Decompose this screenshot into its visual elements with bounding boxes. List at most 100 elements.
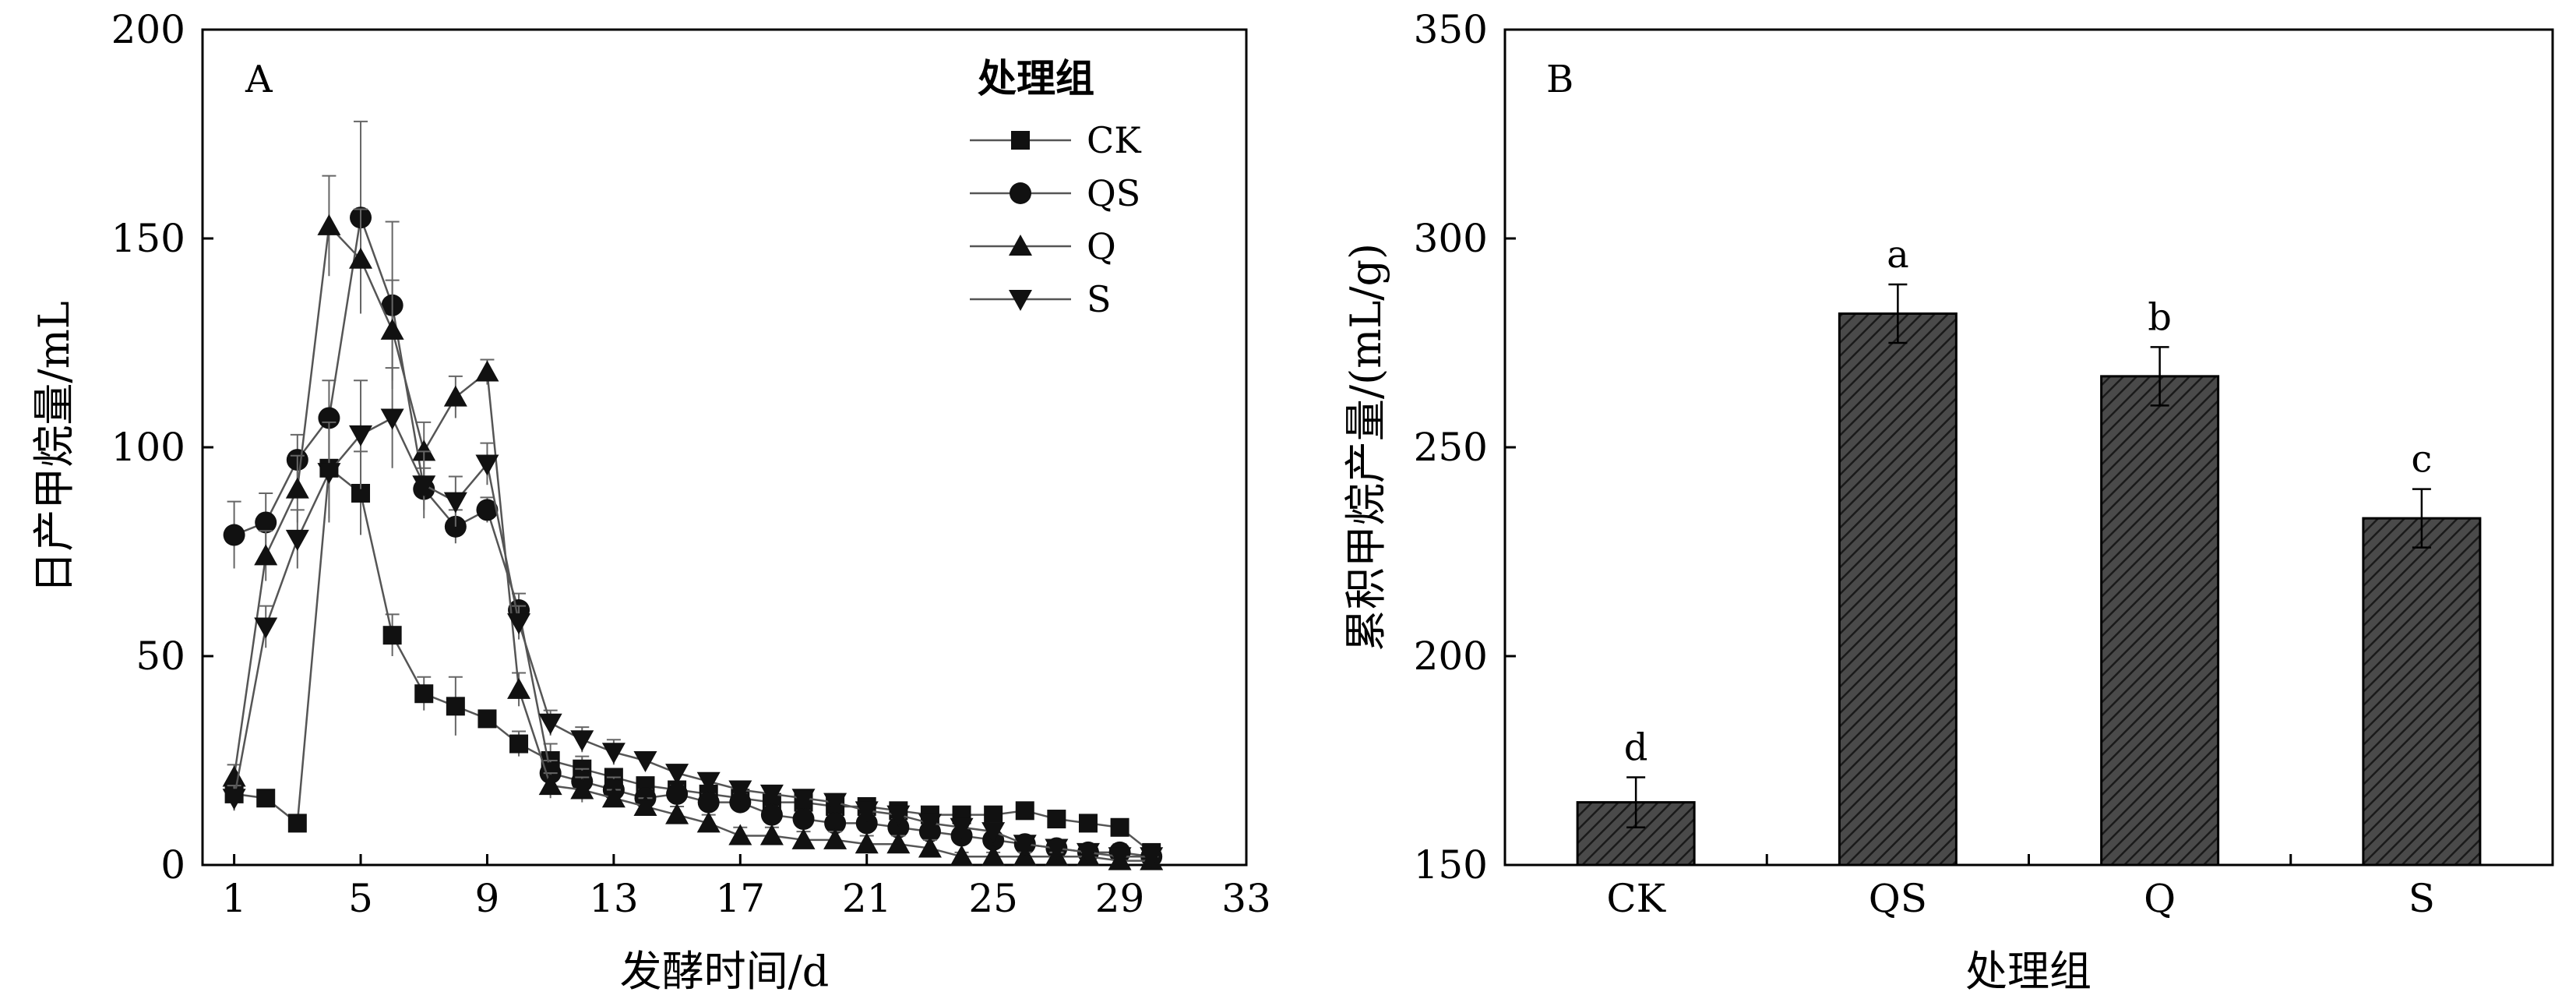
significance-label: a xyxy=(1887,233,1909,277)
y-tick-label: 50 xyxy=(136,634,185,679)
y-tick-label: 350 xyxy=(1414,7,1488,52)
data-point xyxy=(255,511,277,534)
data-point xyxy=(792,808,815,831)
data-point xyxy=(287,814,307,833)
data-point xyxy=(697,791,720,814)
data-point xyxy=(950,845,974,867)
data-point xyxy=(443,492,467,514)
significance-label: b xyxy=(2148,295,2172,339)
x-tick-label: 17 xyxy=(715,876,765,921)
data-point xyxy=(886,805,911,827)
data-point xyxy=(349,425,373,447)
data-point xyxy=(509,734,529,754)
legend-marker xyxy=(1011,131,1030,150)
data-point xyxy=(318,407,340,429)
legend-marker xyxy=(1009,290,1032,311)
x-tick-label: 5 xyxy=(348,876,373,921)
panel-b-bar-chart: 150 200 250 300 350 d CK a QS b Qc S B 处理组 累积甲烷产量/… xyxy=(1341,7,2554,996)
bar-s xyxy=(2362,517,2482,867)
series-line xyxy=(234,217,1152,858)
data-point xyxy=(729,791,752,814)
data-point xyxy=(446,697,465,716)
data-point xyxy=(633,794,657,816)
data-point xyxy=(380,408,404,430)
x-tick-label: QS xyxy=(1869,876,1927,921)
data-point xyxy=(477,709,497,729)
data-point xyxy=(855,832,879,854)
data-point xyxy=(1108,847,1132,869)
x-tick-label: 9 xyxy=(475,876,500,921)
data-point xyxy=(824,812,847,835)
panel-a-legend: 处理组 CK QS QS xyxy=(970,55,1142,320)
legend-label: S xyxy=(1087,278,1112,320)
legend-title: 处理组 xyxy=(978,55,1094,101)
series-line xyxy=(234,466,1152,853)
data-point xyxy=(317,214,341,235)
x-tick-label: 33 xyxy=(1221,876,1271,921)
data-point xyxy=(601,743,625,764)
legend-marker xyxy=(1009,235,1032,256)
data-point xyxy=(855,812,878,835)
data-point xyxy=(285,529,309,551)
legend-marker xyxy=(1010,182,1031,204)
data-point xyxy=(412,439,436,461)
data-point xyxy=(823,828,848,849)
data-point xyxy=(696,811,721,833)
data-point xyxy=(1140,847,1164,869)
series-s xyxy=(222,367,1164,869)
data-point xyxy=(285,477,309,499)
data-point xyxy=(665,764,689,785)
y-tick-label: 300 xyxy=(1414,216,1488,261)
data-point xyxy=(414,684,434,704)
panel-a-y-axis-title: 日产甲烷量/mL xyxy=(30,301,79,593)
data-point xyxy=(728,824,752,845)
x-tick-label: Q xyxy=(2144,876,2176,921)
data-point xyxy=(981,845,1006,867)
data-point xyxy=(254,617,278,639)
data-point xyxy=(665,803,689,824)
data-point xyxy=(918,836,942,858)
y-tick-label: 0 xyxy=(160,842,185,888)
panel-a-line-chart: 1 5 9 13 17 21 25 29 33 0 50 100 150 200 A 发酵时间/d 日产甲… xyxy=(30,7,1271,996)
data-point xyxy=(570,730,594,752)
data-point xyxy=(759,784,784,806)
y-tick-label: 100 xyxy=(111,425,185,470)
x-tick-label: 21 xyxy=(842,876,892,921)
panel-a-x-axis-title: 发酵时间/d xyxy=(620,947,830,996)
data-point xyxy=(1047,810,1066,829)
data-point xyxy=(886,832,911,854)
data-point xyxy=(254,544,278,566)
x-tick-label: CK xyxy=(1606,876,1666,921)
x-tick-label: 13 xyxy=(589,876,639,921)
legend-label: CK xyxy=(1087,119,1142,161)
data-point xyxy=(1110,817,1129,837)
data-point xyxy=(633,751,657,772)
data-point xyxy=(601,786,625,808)
x-tick-label: 1 xyxy=(222,876,247,921)
x-tick-label: 29 xyxy=(1095,876,1145,921)
data-point xyxy=(760,803,783,826)
data-point xyxy=(791,789,816,810)
data-point xyxy=(223,524,245,546)
series-ck xyxy=(224,417,1161,862)
data-point xyxy=(222,765,246,787)
bar-qs xyxy=(1838,312,1958,867)
legend-label: Q xyxy=(1087,225,1116,267)
data-point xyxy=(1045,838,1069,860)
legend-label: QS xyxy=(1087,172,1140,214)
data-point xyxy=(317,463,341,485)
panel-a-label: A xyxy=(245,58,273,101)
data-point xyxy=(728,780,752,802)
y-tick-label: 200 xyxy=(111,7,185,52)
data-point xyxy=(696,771,721,793)
data-point xyxy=(887,816,910,838)
data-point xyxy=(981,822,1006,844)
data-point xyxy=(950,817,974,839)
data-point xyxy=(382,626,402,645)
x-tick-label: 25 xyxy=(968,876,1018,921)
panel-b-y-axis-title: 累积甲烷产量/(mL/g) xyxy=(1341,243,1390,651)
data-point xyxy=(475,360,499,382)
significance-label: d xyxy=(1624,725,1648,769)
data-point xyxy=(412,475,436,497)
